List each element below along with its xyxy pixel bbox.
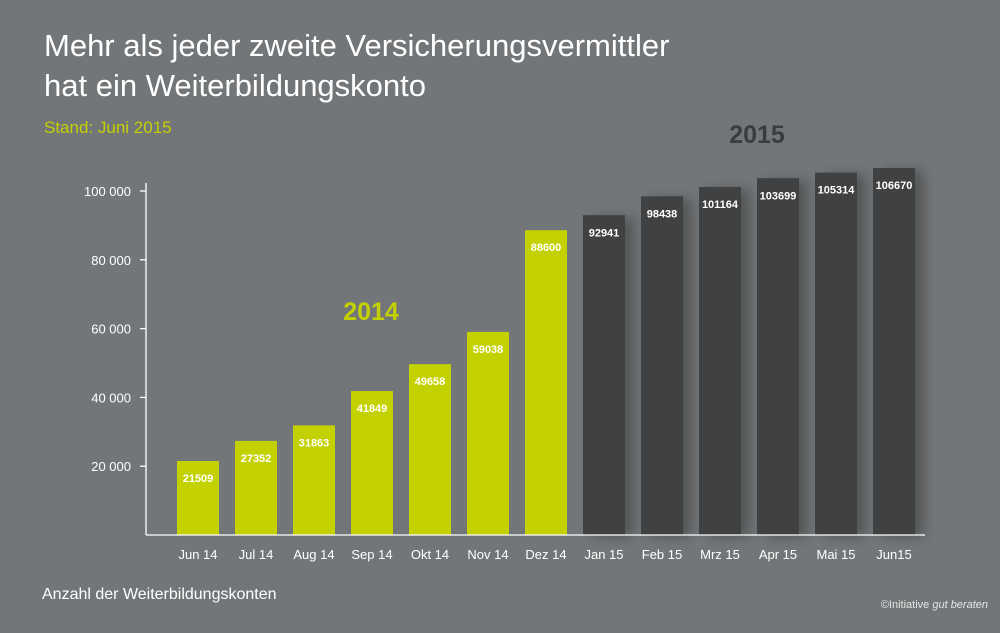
group-label-2014: 2014 [343,298,399,326]
x-tick-label: Jul 14 [239,547,274,562]
x-tick-label: Dez 14 [525,547,566,562]
y-tick-label: 80 000 [91,253,131,268]
bar-dez-14 [525,230,567,535]
x-tick-label: Jun15 [876,547,911,562]
credit-prefix: ©Initiative [880,599,933,611]
bar-value-label: 49658 [415,376,446,388]
y-tick-label: 20 000 [91,459,131,474]
bar-jul-14 [235,440,277,535]
bar-okt-14 [409,364,451,535]
chart-title: Mehr als jeder zweite Versicherungsvermi… [44,26,669,106]
bar-value-label: 31863 [299,437,330,449]
x-tick-label: Aug 14 [293,547,334,562]
x-tick-label: Jun 14 [178,547,217,562]
bar-value-label: 103699 [760,190,797,202]
x-tick-label: Sep 14 [351,547,392,562]
bar-value-label: 27352 [241,453,272,465]
x-tick-label: Jan 15 [584,547,623,562]
bar-value-label: 88600 [531,242,562,254]
chart-title-line-2: hat ein Weiterbildungskonto [44,68,427,103]
group-label-2015: 2015 [729,121,785,149]
axes [140,183,925,536]
bar-nov-14 [467,331,509,535]
bar-feb-15 [641,196,683,535]
x-tick-label: Feb 15 [642,547,682,562]
bar-jun-14 [177,461,219,535]
bar-jun15 [873,168,915,535]
bar-mrz-15 [699,186,741,535]
footnote: Anzahl der Weiterbildungskonten [42,586,277,603]
bar-aug-14 [293,425,335,535]
bar-shadows [583,168,915,535]
bar-value-label: 105314 [818,185,856,197]
y-tick-label: 60 000 [91,322,131,337]
credit-brand: gut beraten [932,599,988,611]
bar-value-label: 106670 [876,180,913,192]
bar-value-label: 41849 [357,403,388,415]
bar-value-label: 101164 [702,199,739,211]
bar-value-label: 92941 [589,227,620,239]
bar-mai-15 [815,172,857,535]
x-tick-label: Mrz 15 [700,547,740,562]
copyright-credit: ©Initiative gut beraten [881,599,988,611]
bar-sep-14 [351,391,393,535]
y-tick-label: 40 000 [91,390,131,405]
bars [177,168,915,535]
x-tick-label: Mai 15 [816,547,855,562]
labels: 21509 Jun 14 27352 Jul 14 31863 Aug 14 41849 Se… [84,121,912,562]
bar-value-label: 59038 [473,344,504,356]
bar-value-label: 98438 [647,208,678,220]
bar-jan-15 [583,215,625,535]
chart-subtitle: Stand: Juni 2015 [44,118,172,137]
x-tick-label: Okt 14 [411,547,449,562]
chart-title-line-1: Mehr als jeder zweite Versicherungsvermi… [44,28,670,63]
bar-apr-15 [757,178,799,535]
y-tick-label: 100 000 [84,184,131,199]
x-tick-label: Apr 15 [759,547,797,562]
x-tick-label: Nov 14 [467,547,508,562]
bar-value-label: 21509 [183,473,214,485]
